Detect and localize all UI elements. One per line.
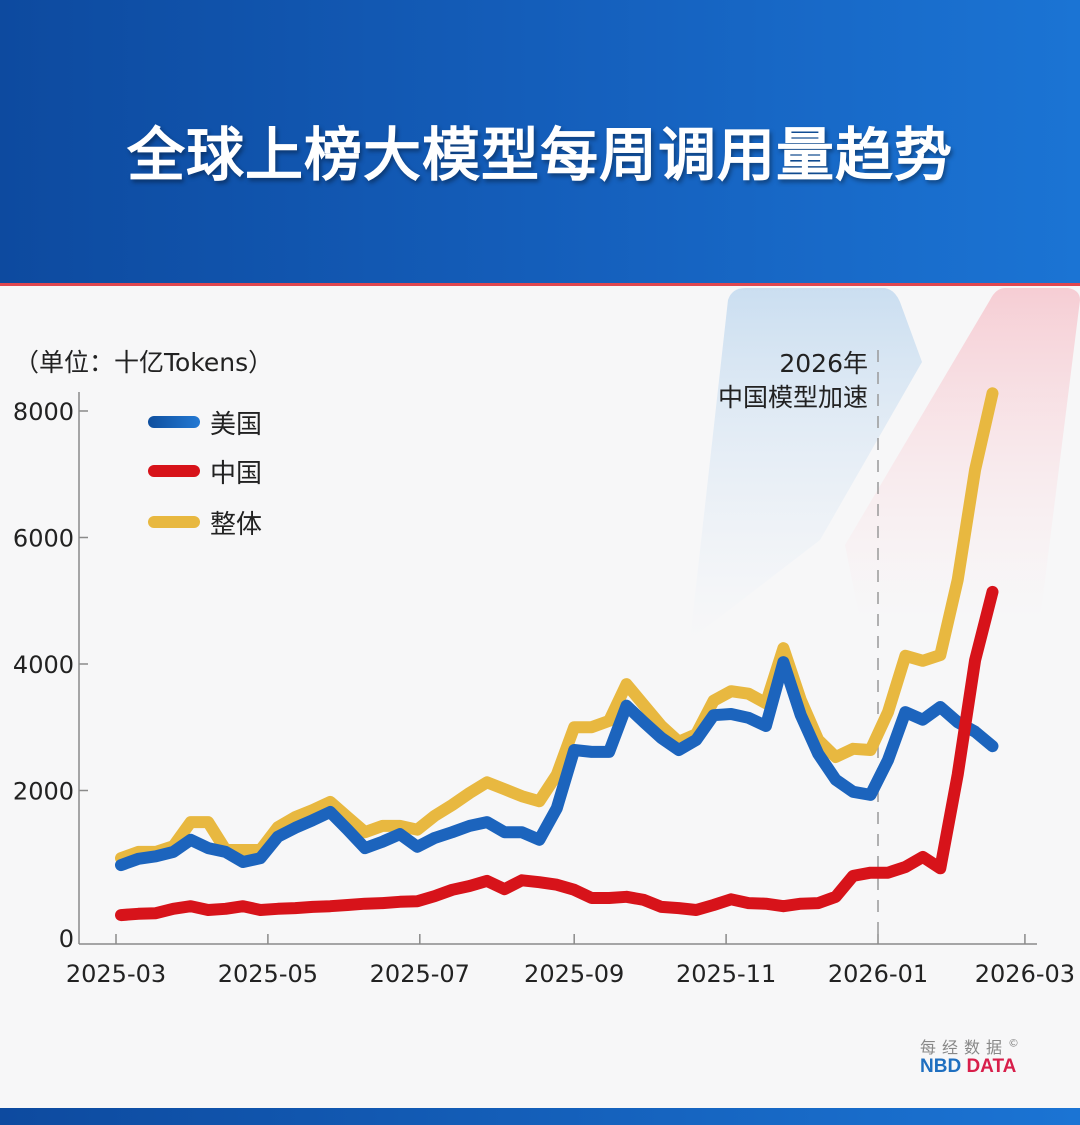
copyright-mark: ©	[1008, 1036, 1020, 1050]
annotation-line1: 2026年	[779, 349, 868, 378]
legend-swatch-total	[148, 516, 200, 528]
x-tick-label: 2025-07	[370, 960, 470, 988]
y-tick-label: 0	[59, 925, 74, 953]
blue-highlight-shape	[690, 288, 922, 640]
nbd-data-logo: 每经数据© NBD DATA	[920, 1034, 1019, 1078]
x-tick-label: 2026-01	[828, 960, 928, 988]
series-line-us	[115, 656, 999, 872]
x-tick-label: 2026-03	[975, 960, 1075, 988]
legend-item-china: 中国	[148, 451, 262, 491]
annotation-text: 2026年 中国模型加速	[718, 347, 868, 415]
y-tick-label: 8000	[13, 398, 74, 426]
legend-swatch-china	[148, 465, 200, 477]
legend-label-us: 美国	[210, 409, 263, 440]
legend-label-total: 整体	[210, 509, 263, 540]
x-tick-label: 2025-11	[676, 960, 776, 988]
x-tick-label: 2025-05	[218, 960, 318, 988]
legend-label-china: 中国	[210, 458, 263, 489]
chart-title: 全球上榜大模型每周调用量趋势	[126, 121, 953, 189]
x-tick-label: 2025-09	[524, 960, 624, 988]
x-tick-label: 2025-03	[66, 960, 166, 988]
logo-data: DATA	[966, 1056, 1017, 1077]
y-tick-label: 4000	[13, 651, 74, 679]
legend-item-total: 整体	[148, 502, 262, 542]
logo-nbd: NBD	[920, 1056, 962, 1077]
footer-bar	[0, 1108, 1080, 1125]
unit-label: （单位：十亿Tokens）	[14, 348, 274, 377]
legend-swatch-us	[148, 416, 200, 428]
header-divider	[0, 283, 1080, 286]
annotation-line2: 中国模型加速	[717, 383, 868, 412]
logo-cn-text: 每经数据	[920, 1038, 1009, 1057]
y-tick-label: 2000	[13, 777, 74, 805]
red-highlight-shape	[845, 288, 1080, 620]
series-line-china	[115, 585, 999, 922]
y-tick-label: 6000	[13, 524, 74, 552]
legend-item-us: 美国	[148, 402, 262, 442]
header-banner	[0, 0, 1080, 283]
